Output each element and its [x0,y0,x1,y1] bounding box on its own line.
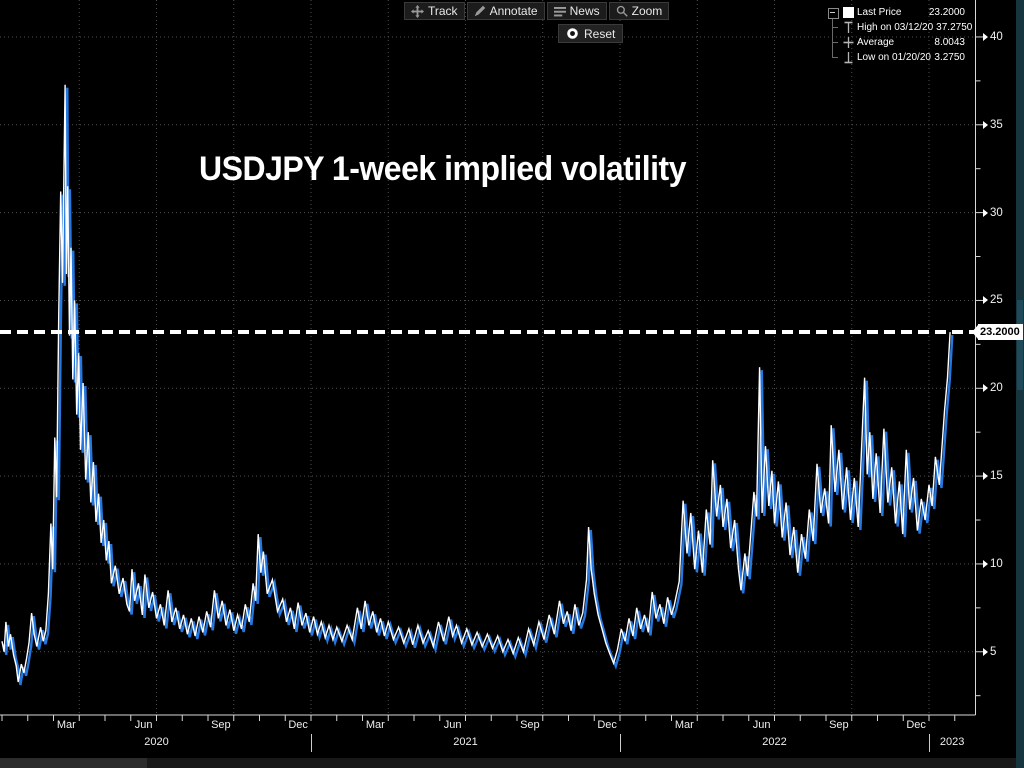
legend-value: 37.2750 [936,22,973,33]
record-circle-icon [566,27,579,40]
toolbar-button-news[interactable]: News [546,2,607,20]
legend-label: Last Price [857,7,902,18]
year-separator [928,734,930,752]
y-axis-tick-label: 35 [983,118,1003,132]
tick-arrow-icon [983,296,988,305]
year-separator [310,734,312,752]
y-tick-value: 10 [990,557,1003,570]
legend-row[interactable]: Low on 01/20/20 3.2750 [827,50,965,65]
toolbar-button-label: Annotate [489,4,538,18]
x-axis-month-label: Dec [288,719,308,731]
x-axis-month-label: Sep [520,719,540,731]
legend-row[interactable]: Last Price 23.2000 [827,5,965,20]
y-tick-value: 20 [990,382,1003,395]
x-axis-month-label: Mar [56,719,76,731]
tick-arrow-icon [983,32,988,41]
bottom-edge-bar [0,758,1024,768]
y-axis-tick-label: 20 [983,381,1003,395]
x-axis-month-label: Dec [906,719,926,731]
x-axis-month-label: Jun [752,719,771,731]
low-whisker-icon [842,51,854,64]
y-axis-tick-label: 10 [983,557,1003,571]
legend-tree-connector [827,20,839,35]
legend-tree-connector [827,35,839,50]
toolbar-button-label: Zoom [631,4,663,18]
reset-button[interactable]: Reset [558,24,624,43]
x-axis-month-label: Mar [365,719,385,731]
x-axis-year-label: 2020 [144,736,169,748]
last-price-axis-tag: 23.2000 [972,324,1023,340]
legend-row[interactable]: High on 03/12/20 37.2750 [827,20,972,35]
chart-toolbar: Track Annotate News Zoom [404,2,670,20]
move-icon [411,4,424,18]
y-tick-value: 15 [990,470,1003,483]
y-tick-value: 25 [990,294,1003,307]
y-axis-tick-label: 5 [983,645,996,659]
series-swatch [842,7,854,18]
toolbar-button-track[interactable]: Track [404,2,465,20]
legend-tree-connector [827,5,839,20]
tick-arrow-icon [983,472,988,481]
legend-value: 3.2750 [934,52,965,63]
high-whisker-icon [842,21,854,34]
tick-arrow-icon [983,120,988,129]
reset-button-label: Reset [584,26,616,41]
tick-arrow-icon [983,384,988,393]
x-axis-month-label: Dec [597,719,617,731]
legend-tree-connector [827,50,839,65]
right-edge-panel-thumb [1017,300,1023,390]
x-axis-month-label: Sep [211,719,231,731]
y-tick-value: 35 [990,118,1003,131]
toolbar-button-label: News [569,4,600,18]
legend-label: Average [857,37,895,48]
news-lines-icon [553,6,566,17]
x-axis-month-label: Jun [443,719,462,731]
toolbar-button-zoom[interactable]: Zoom [608,2,670,20]
bottom-edge-segment [0,758,147,768]
chart-legend: Last Price 23.2000 High on 03/12/20 37.2750… [827,5,972,65]
x-axis-month-label: Jun [134,719,153,731]
collapse-box-icon[interactable] [828,8,839,19]
x-axis-year-label: 2022 [762,736,787,748]
legend-value: 23.2000 [928,7,965,18]
tick-arrow-icon [983,559,988,568]
right-edge-panel [1016,0,1024,768]
legend-value: 8.0043 [934,37,965,48]
pencil-icon [474,5,486,17]
y-tick-value: 5 [990,645,997,658]
tick-arrow-icon [983,208,988,217]
y-axis-tick-label: 25 [983,293,1003,307]
legend-label: High on 03/12/20 [857,22,934,33]
y-axis-tick-label: 40 [983,30,1003,44]
chart-title: USDJPY 1-week implied volatility [199,150,687,188]
toolbar-button-annotate[interactable]: Annotate [466,2,545,20]
x-axis-year-label: 2021 [453,736,478,748]
legend-row[interactable]: Average 8.0043 [827,35,965,50]
magnifier-icon [616,5,628,17]
x-axis-year-label: 2023 [939,736,965,748]
y-axis-tick-label: 15 [983,469,1003,483]
legend-label: Low on 01/20/20 [857,52,931,63]
y-tick-value: 40 [990,30,1003,43]
x-axis-month-label: Sep [829,719,849,731]
year-separator [619,734,621,752]
y-tick-value: 30 [990,206,1003,219]
tick-arrow-icon [983,647,988,656]
toolbar-button-label: Track [428,4,458,18]
y-axis-tick-label: 30 [983,206,1003,220]
average-cross-icon [842,36,854,49]
x-axis-month-label: Mar [674,719,694,731]
